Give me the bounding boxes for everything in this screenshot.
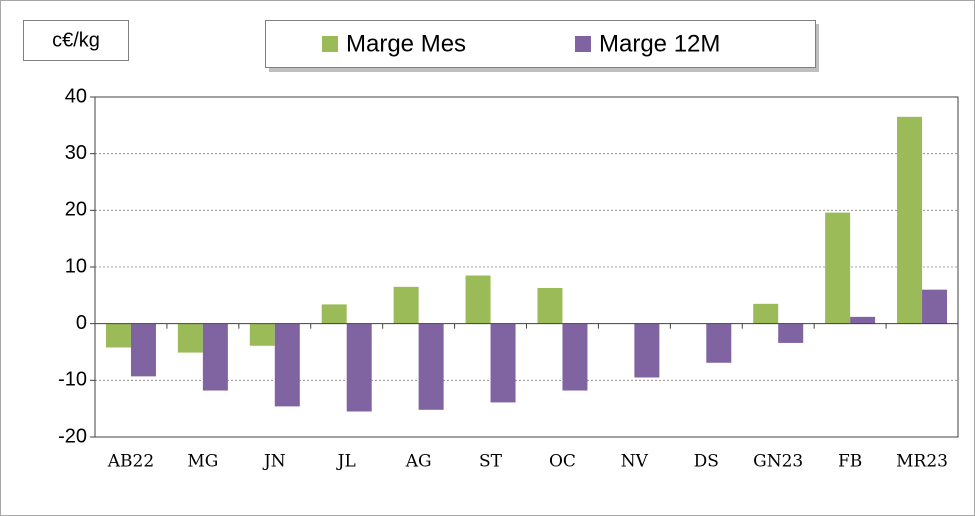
- bar: [418, 323, 444, 410]
- legend-box: [265, 20, 816, 68]
- y-tick-label: 30: [65, 142, 87, 164]
- unit-box: [23, 20, 129, 61]
- bar: [778, 323, 804, 343]
- bar: [753, 303, 779, 324]
- x-tick-label: FB: [838, 452, 862, 472]
- legend-label: Marge Mes: [346, 30, 466, 57]
- x-tick-label: MG: [187, 452, 218, 472]
- bar: [825, 212, 851, 324]
- bar: [897, 116, 923, 324]
- x-tick-label: JL: [336, 452, 356, 472]
- bar: [177, 323, 203, 353]
- x-tick-label: MR23: [896, 452, 948, 472]
- legend-swatch: [575, 36, 591, 52]
- bar: [922, 289, 948, 324]
- legend-swatch: [322, 36, 338, 52]
- x-tick-label: JN: [262, 452, 286, 472]
- bar: [393, 286, 419, 324]
- bar: [105, 323, 131, 348]
- bar: [562, 323, 588, 391]
- bar: [274, 323, 300, 407]
- plot-area: [95, 97, 958, 437]
- x-tick-label: OC: [549, 452, 576, 472]
- y-tick-label: 40: [65, 85, 87, 107]
- y-tick-label: 20: [65, 199, 87, 221]
- y-axis-label: c€/kg: [52, 29, 100, 51]
- x-tick-label: NV: [621, 452, 649, 472]
- y-tick-label: -20: [58, 425, 87, 447]
- bar: [490, 323, 516, 403]
- legend-label: Marge 12M: [599, 30, 720, 57]
- plot-border: [94, 96, 959, 438]
- y-tick-label: 0: [76, 312, 87, 334]
- bar: [537, 287, 563, 324]
- x-tick-label: GN23: [753, 452, 803, 472]
- bar: [249, 323, 275, 346]
- x-tick-label: AG: [405, 452, 432, 472]
- bar: [706, 323, 732, 363]
- bar: [202, 323, 228, 391]
- x-tick-label: DS: [694, 452, 719, 472]
- bar: [465, 275, 491, 324]
- bar: [346, 323, 372, 412]
- y-tick-label: 10: [65, 255, 87, 277]
- x-tick-label: ST: [479, 452, 503, 472]
- bar: [321, 304, 347, 324]
- x-tick-label: AB22: [107, 452, 154, 472]
- bar: [850, 316, 876, 324]
- bar: [634, 323, 660, 378]
- bar: [130, 323, 156, 377]
- y-tick-label: -10: [58, 369, 87, 391]
